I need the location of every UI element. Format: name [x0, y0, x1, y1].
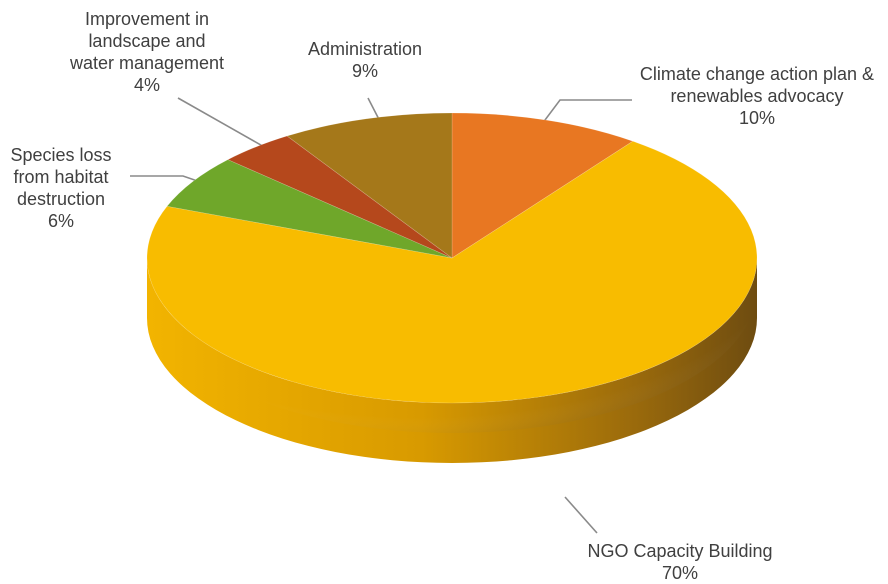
data-label-value: 9% [351, 61, 378, 81]
data-label-value: 4% [133, 75, 160, 95]
data-label-value: 70% [661, 563, 699, 583]
data-label-value: 10% [738, 108, 776, 128]
data-label-ngo-capacity-building: NGO Capacity Building 70% [560, 540, 800, 584]
data-label-improvement-in-landscape-and-water-management: Improvement in landscape and water managem… [42, 8, 252, 96]
data-label-text: destruction [16, 189, 106, 209]
data-label-text: Climate change action plan & [639, 64, 875, 84]
data-label-administration: Administration 9% [290, 38, 440, 82]
data-label-text: from habitat [13, 167, 109, 187]
data-label-text: water management [69, 53, 225, 73]
data-label-species-loss-from-habitat-destruction: Species loss from habitat destruction 6% [2, 144, 120, 232]
data-label-text: landscape and [88, 31, 206, 51]
data-label-value: 6% [47, 211, 74, 231]
data-label-text: NGO Capacity Building [587, 541, 773, 561]
data-label-text: Species loss [10, 145, 112, 165]
data-label-text: renewables advocacy [670, 86, 844, 106]
data-label-climate-change-action-plan-renewables-advocacy: Climate change action plan & renewables a… [627, 63, 887, 129]
pie-slices [146, 112, 758, 404]
leader-line-ngo-capacity-building [564, 496, 598, 534]
data-label-text: Improvement in [84, 9, 210, 29]
data-label-text: Administration [307, 39, 423, 59]
